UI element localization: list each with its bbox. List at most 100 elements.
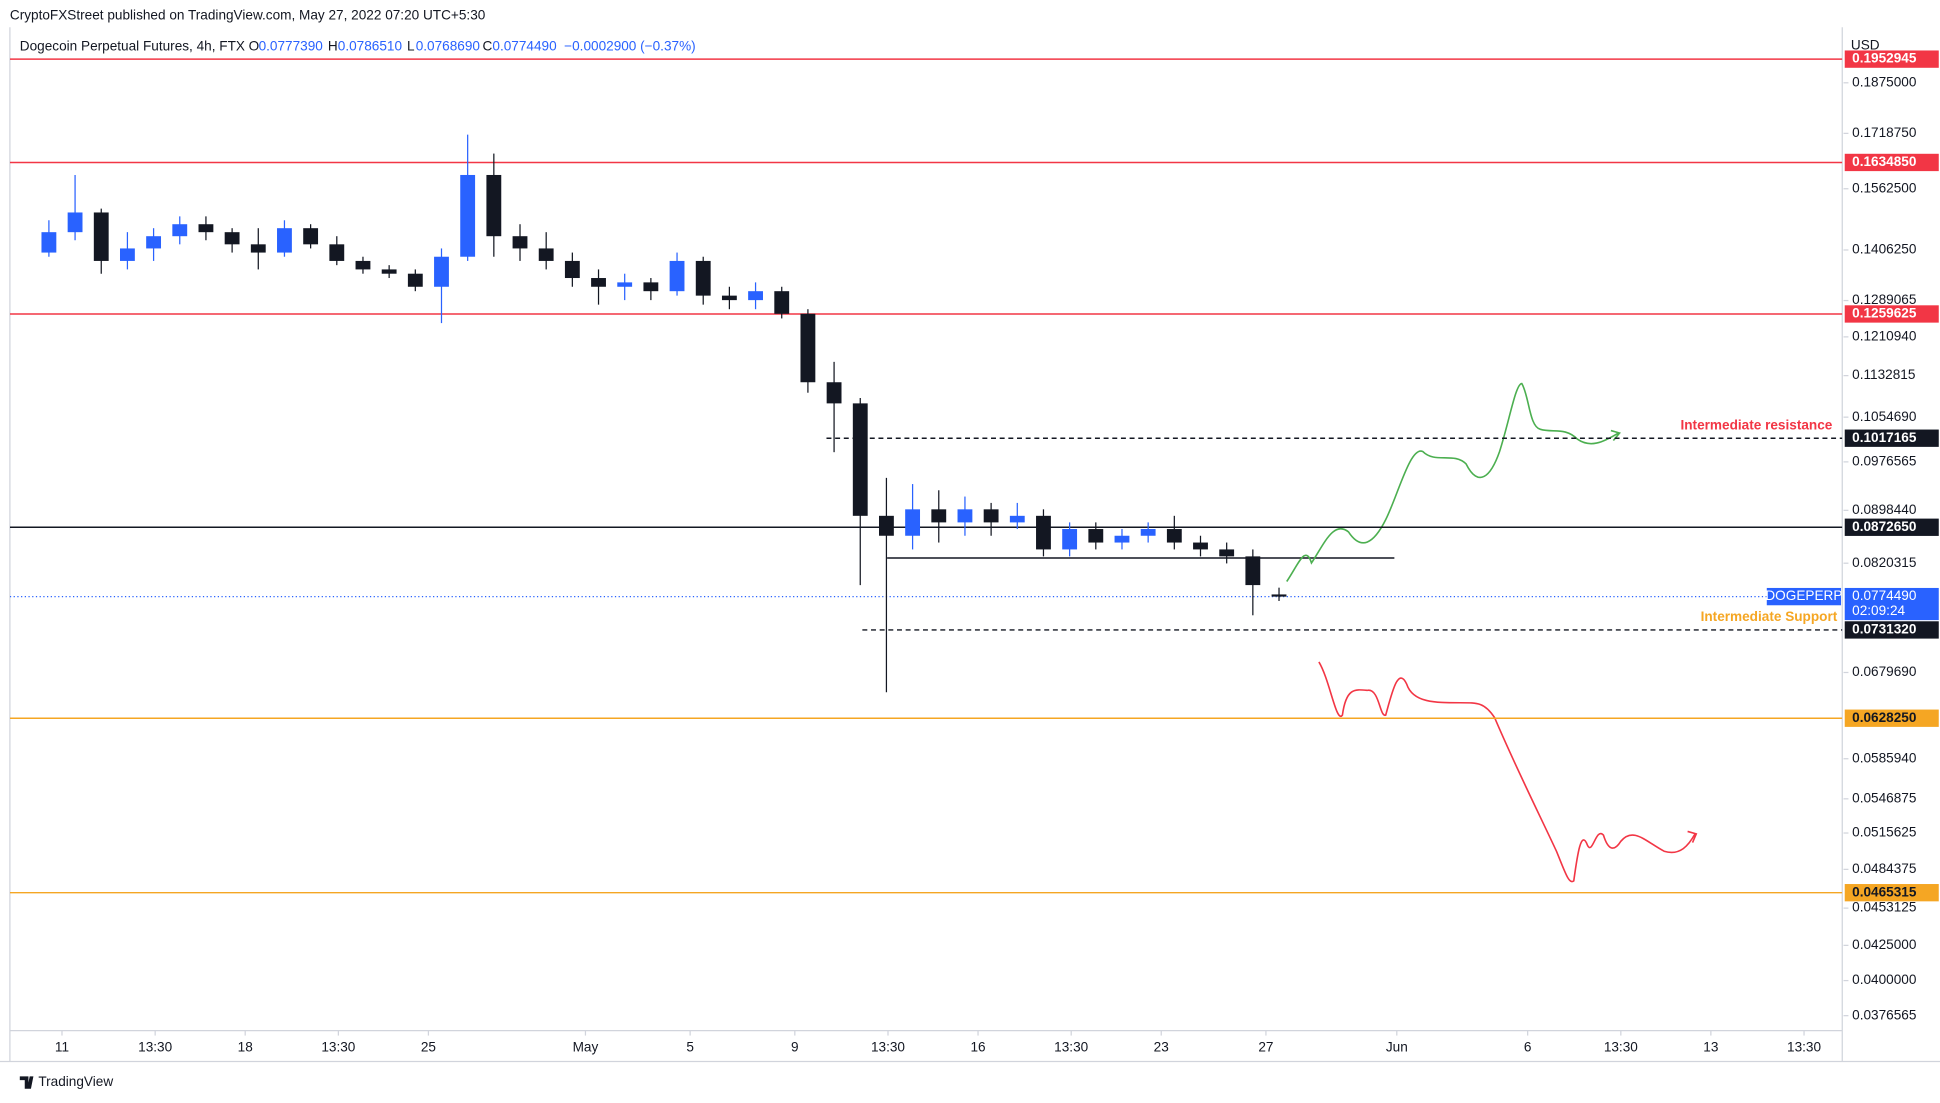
y-tick-label: 0.1132815 xyxy=(1852,367,1915,382)
candle-body xyxy=(826,382,842,404)
x-tick-label: Jun xyxy=(1386,1040,1408,1055)
y-tick-label: 0.1406250 xyxy=(1852,242,1917,257)
y-tick-label: 0.0820315 xyxy=(1852,555,1916,570)
y-tick-label: 0.0679690 xyxy=(1852,664,1917,679)
level-box xyxy=(1844,50,1939,68)
symbol: Dogecoin Perpetual Futures, 4h, FTX xyxy=(20,39,245,54)
high: 0.0786510 xyxy=(338,39,403,54)
candle-body xyxy=(329,244,345,261)
y-tick-label: 0.1289065 xyxy=(1852,292,1916,307)
level-box xyxy=(1844,709,1939,727)
candle-body xyxy=(1062,529,1078,550)
x-tick-label: 9 xyxy=(791,1040,799,1055)
open: 0.0777390 xyxy=(259,39,324,54)
annotation: Intermediate resistance xyxy=(1680,417,1832,432)
plot xyxy=(9,58,1843,894)
candle-body xyxy=(1140,529,1156,536)
low: 0.0768690 xyxy=(416,39,481,54)
candle-body xyxy=(1114,535,1130,543)
candle-body xyxy=(957,509,973,523)
x-tick-label: 25 xyxy=(421,1040,436,1055)
candle-body xyxy=(1219,549,1235,557)
candle-body xyxy=(852,403,868,516)
last-price-label: 0.0774490 xyxy=(1852,588,1917,603)
x-tick-label: 13:30 xyxy=(321,1040,355,1055)
candle-body xyxy=(1271,594,1287,597)
candle-body xyxy=(41,232,57,253)
candle-body xyxy=(146,236,162,249)
y-tick-label: 0.0585940 xyxy=(1852,750,1917,765)
y-tick-label: 0.1054690 xyxy=(1852,409,1917,424)
candle-body xyxy=(198,224,214,233)
candle-body xyxy=(931,509,947,523)
level-label: 0.1259625 xyxy=(1852,306,1917,321)
candle-body xyxy=(721,295,737,301)
candle-body xyxy=(224,232,240,245)
high-label: H xyxy=(328,39,338,54)
candle-body xyxy=(355,260,371,270)
level-label: 0.1017165 xyxy=(1852,430,1917,445)
last-price-box xyxy=(1844,587,1939,621)
level-label: 0.1952945 xyxy=(1852,51,1917,66)
candle-body xyxy=(407,273,423,287)
y-tick-label: 0.1718750 xyxy=(1852,125,1917,140)
x-tick-label: 23 xyxy=(1154,1040,1169,1055)
level-label: 0.0731320 xyxy=(1852,622,1916,637)
change: −0.0002900 (−0.37%) xyxy=(564,39,696,54)
candle-body xyxy=(1245,556,1261,586)
candle-body xyxy=(983,509,999,523)
y-tick-label: 0.0376565 xyxy=(1852,1007,1916,1022)
candle-body xyxy=(669,260,685,292)
candle-body xyxy=(774,291,790,314)
candle-body xyxy=(591,278,606,287)
candle-body xyxy=(512,236,528,249)
level-box xyxy=(1844,621,1939,639)
candle-body xyxy=(538,248,554,261)
y-tick-label: 0.0546875 xyxy=(1852,790,1916,805)
candle-body xyxy=(905,509,921,536)
level-label: 0.0465315 xyxy=(1852,884,1917,899)
x-tick-label: 11 xyxy=(55,1040,69,1055)
close: 0.0774490 xyxy=(492,39,557,54)
currency: USD xyxy=(1851,37,1880,52)
symbol-box xyxy=(1766,587,1842,606)
x-tick-label: 16 xyxy=(970,1040,985,1055)
candle-body xyxy=(434,256,449,287)
level-box xyxy=(1844,518,1939,536)
annotation: Intermediate Support xyxy=(1701,609,1838,624)
x-tick-label: May xyxy=(573,1040,599,1055)
x-tick-label: 27 xyxy=(1258,1040,1273,1055)
brand: TradingView xyxy=(19,1074,113,1089)
x-tick-label: 13:30 xyxy=(1054,1040,1088,1055)
y-tick-label: 0.0898440 xyxy=(1852,502,1917,517)
y-tick-label: 0.0425000 xyxy=(1852,937,1917,952)
close-label: C xyxy=(483,39,493,54)
candle-body xyxy=(486,174,502,237)
level-label: 0.0872650 xyxy=(1852,519,1916,534)
bearish-projection xyxy=(1318,661,1698,883)
candle-body xyxy=(800,313,816,383)
y-tick-label: 0.0976565 xyxy=(1852,453,1916,468)
candle-body xyxy=(303,228,319,245)
level-label: 0.0628250 xyxy=(1852,710,1916,725)
level-box xyxy=(1844,884,1939,902)
level-label: 0.1634850 xyxy=(1852,154,1916,169)
x-tick-label: 13:30 xyxy=(138,1040,172,1055)
candle-body xyxy=(1036,515,1051,550)
symbol-label: DOGEPERP xyxy=(1765,588,1842,603)
candle-body xyxy=(93,212,109,261)
candle-body xyxy=(617,282,633,287)
candle-body xyxy=(1193,542,1208,550)
x-tick-label: 13 xyxy=(1703,1040,1718,1055)
candle-body xyxy=(67,212,83,233)
candle-body xyxy=(748,291,763,301)
x-tick-label: 13:30 xyxy=(871,1040,905,1055)
y-tick-label: 0.0453125 xyxy=(1852,900,1916,915)
x-tick-label: 5 xyxy=(686,1040,694,1055)
countdown: 02:09:24 xyxy=(1852,603,1905,618)
candle-body xyxy=(172,224,188,237)
y-tick-label: 0.1562500 xyxy=(1852,180,1917,195)
candle-body xyxy=(1088,529,1104,543)
